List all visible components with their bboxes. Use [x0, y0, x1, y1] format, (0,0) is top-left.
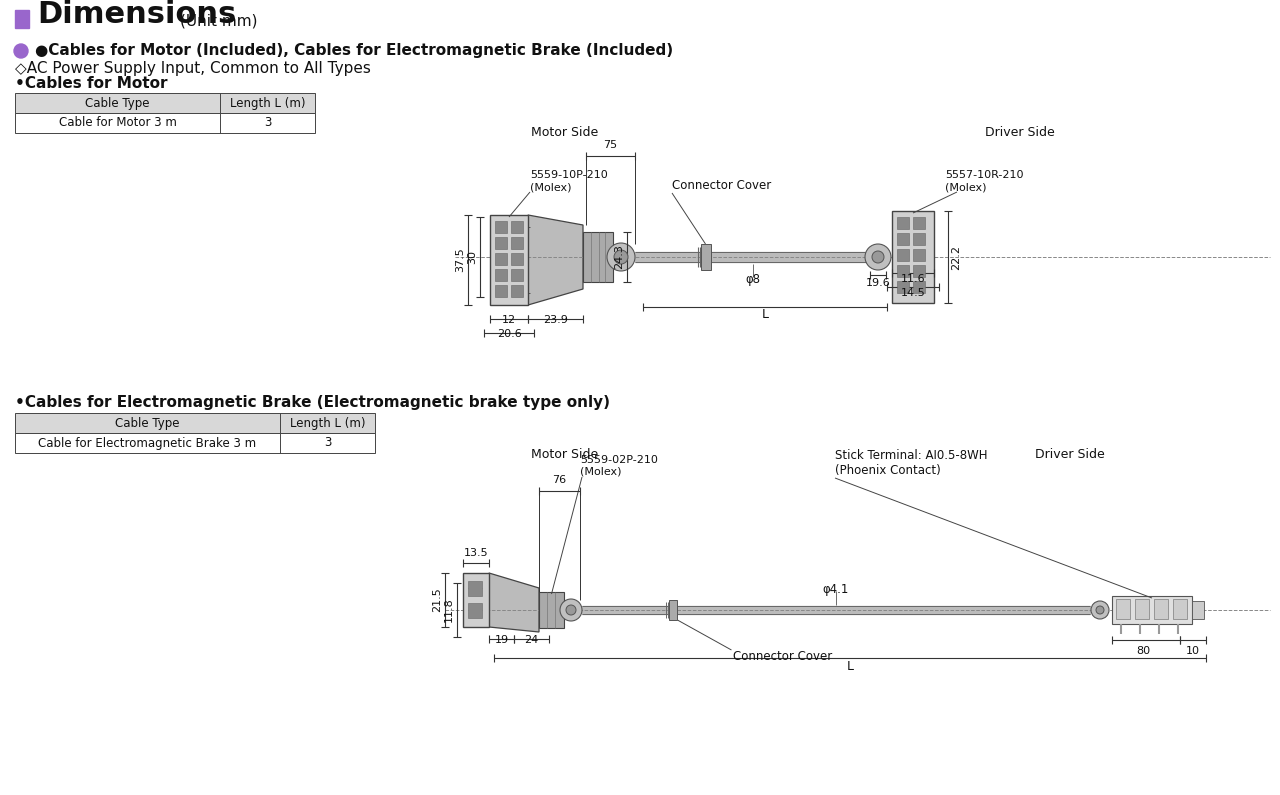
Bar: [15, 413, 375, 433]
Text: 3: 3: [324, 436, 332, 449]
Text: 22.2: 22.2: [951, 245, 961, 270]
Text: ●Cables for Motor (Included), Cables for Electromagnetic Brake (Included): ●Cables for Motor (Included), Cables for…: [35, 44, 673, 59]
Circle shape: [566, 605, 576, 615]
Text: L: L: [846, 660, 854, 673]
Text: Cable for Electromagnetic Brake 3 m: Cable for Electromagnetic Brake 3 m: [38, 436, 256, 449]
Text: 12: 12: [502, 315, 516, 325]
Text: Cable Type: Cable Type: [86, 96, 150, 110]
Bar: [495, 269, 507, 281]
Text: 23.9: 23.9: [543, 315, 568, 325]
Text: φ8: φ8: [745, 273, 760, 285]
Text: φ4.1: φ4.1: [823, 584, 849, 596]
Polygon shape: [489, 573, 539, 632]
Text: Connector Cover: Connector Cover: [672, 179, 772, 192]
Text: 3: 3: [264, 117, 271, 130]
Bar: [15, 10, 29, 28]
Bar: [1112, 596, 1192, 624]
Bar: [490, 215, 529, 305]
Text: Driver Side: Driver Side: [986, 126, 1055, 139]
Text: 14.5: 14.5: [901, 288, 925, 298]
Bar: [511, 253, 524, 265]
Bar: [913, 265, 925, 277]
Bar: [495, 253, 507, 265]
Text: L: L: [762, 308, 768, 321]
Bar: [913, 281, 925, 293]
Text: 19: 19: [494, 635, 508, 645]
Text: 11.6: 11.6: [901, 274, 925, 284]
Bar: [511, 269, 524, 281]
Bar: [511, 237, 524, 249]
Bar: [539, 592, 564, 628]
Text: Motor Side: Motor Side: [531, 126, 599, 139]
Text: 10: 10: [1187, 646, 1201, 656]
Bar: [1155, 599, 1169, 619]
Text: Stick Terminal: AI0.5-8WH
(Phoenix Contact): Stick Terminal: AI0.5-8WH (Phoenix Conta…: [835, 449, 987, 477]
Bar: [897, 233, 909, 245]
Bar: [468, 603, 483, 618]
Circle shape: [561, 599, 582, 621]
Bar: [913, 249, 925, 261]
Text: ◇AC Power Supply Input, Common to All Types: ◇AC Power Supply Input, Common to All Ty…: [15, 60, 371, 76]
Text: Length L (m): Length L (m): [289, 417, 365, 429]
Bar: [511, 285, 524, 297]
Text: •Cables for Electromagnetic Brake (Electromagnetic brake type only): •Cables for Electromagnetic Brake (Elect…: [15, 395, 611, 410]
Text: 24.3: 24.3: [614, 245, 625, 270]
Bar: [1116, 599, 1130, 619]
Circle shape: [865, 244, 891, 270]
Text: 21.5: 21.5: [433, 588, 442, 612]
Text: 13.5: 13.5: [463, 548, 488, 558]
Text: 5559-10P-210
(Molex): 5559-10P-210 (Molex): [530, 170, 608, 192]
Bar: [669, 600, 677, 620]
Text: 20.6: 20.6: [497, 329, 521, 339]
Text: Connector Cover: Connector Cover: [733, 650, 833, 663]
Bar: [495, 237, 507, 249]
Bar: [897, 217, 909, 229]
Bar: [700, 244, 710, 270]
Text: (Unit mm): (Unit mm): [180, 14, 257, 29]
Text: •Cables for Motor: •Cables for Motor: [15, 76, 168, 91]
Bar: [468, 581, 483, 596]
Text: 19.6: 19.6: [865, 278, 891, 288]
Circle shape: [14, 44, 28, 58]
Text: Motor Side: Motor Side: [531, 448, 599, 462]
Text: 80: 80: [1135, 646, 1149, 656]
Bar: [892, 211, 934, 303]
Bar: [1135, 599, 1149, 619]
Bar: [1172, 599, 1187, 619]
Text: Cable Type: Cable Type: [115, 417, 179, 429]
Bar: [582, 232, 613, 282]
Bar: [15, 113, 315, 133]
Polygon shape: [529, 215, 582, 305]
Circle shape: [614, 250, 628, 264]
Bar: [913, 217, 925, 229]
Bar: [15, 93, 315, 113]
Text: 11.8: 11.8: [444, 598, 454, 622]
Bar: [913, 233, 925, 245]
Bar: [495, 285, 507, 297]
Text: 37.5: 37.5: [454, 247, 465, 273]
Text: 5559-02P-210
(Molex): 5559-02P-210 (Molex): [580, 456, 658, 477]
Bar: [495, 221, 507, 233]
Bar: [15, 433, 375, 453]
Bar: [897, 281, 909, 293]
Bar: [511, 221, 524, 233]
Text: 5557-10R-210
(Molex): 5557-10R-210 (Molex): [945, 170, 1024, 192]
Text: 76: 76: [553, 475, 567, 485]
Bar: [463, 573, 489, 627]
Text: Dimensions: Dimensions: [37, 0, 237, 29]
Text: Cable for Motor 3 m: Cable for Motor 3 m: [59, 117, 177, 130]
Text: 24: 24: [525, 635, 539, 645]
Bar: [1192, 601, 1204, 619]
Text: 75: 75: [603, 140, 617, 150]
Circle shape: [1096, 606, 1103, 614]
Text: Driver Side: Driver Side: [1036, 448, 1105, 462]
Circle shape: [607, 243, 635, 271]
Text: Length L (m): Length L (m): [229, 96, 305, 110]
Text: 30: 30: [467, 250, 477, 264]
Bar: [897, 265, 909, 277]
Circle shape: [1091, 601, 1108, 619]
Circle shape: [872, 251, 884, 263]
Bar: [897, 249, 909, 261]
